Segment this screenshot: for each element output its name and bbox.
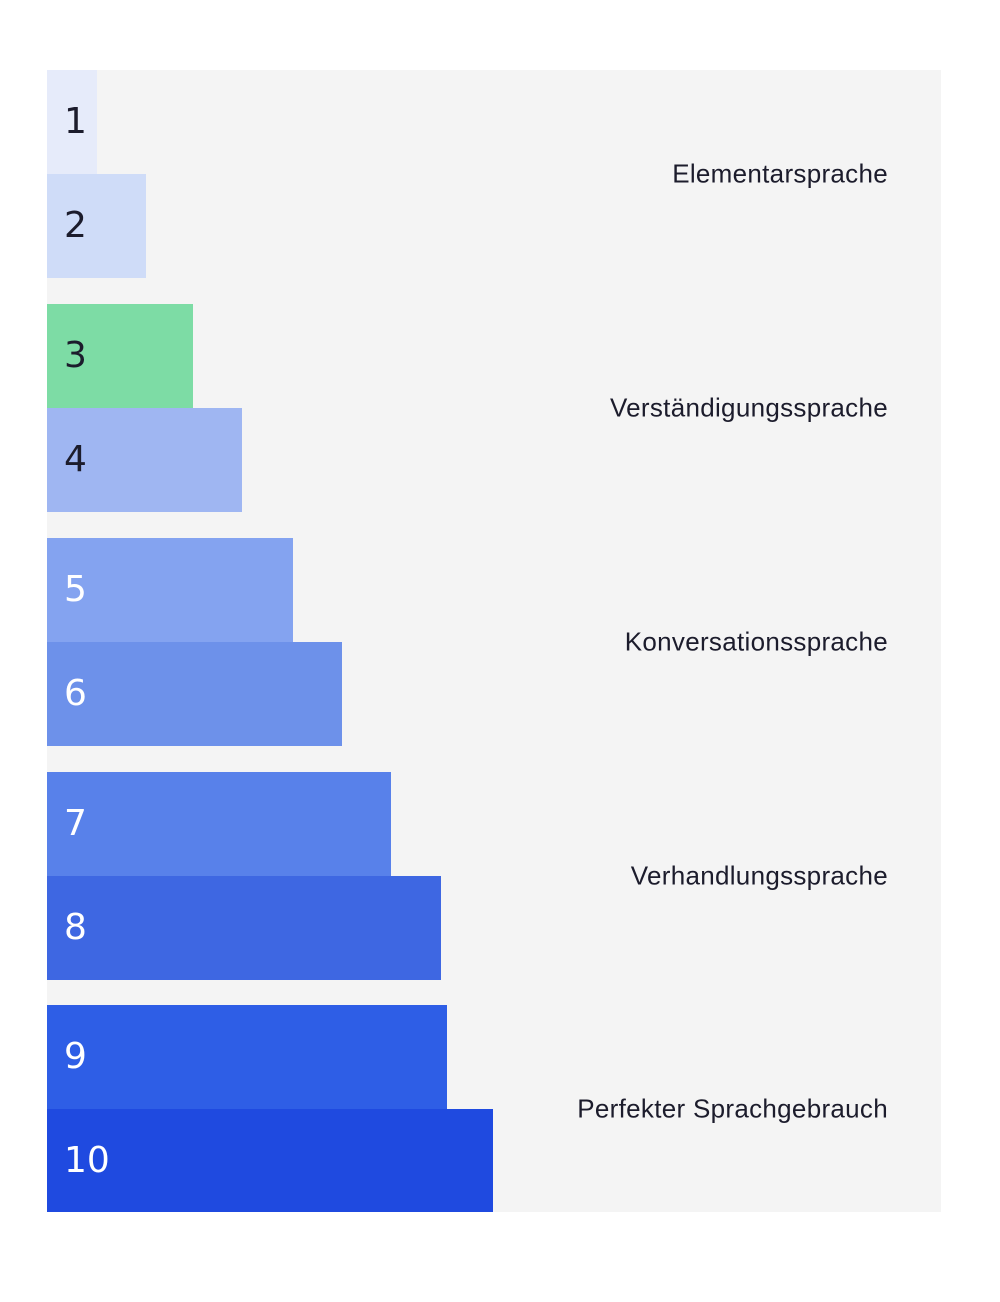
level-bar-5: 5 <box>47 538 293 642</box>
group-label: Verständigungssprache <box>609 392 888 423</box>
level-number: 4 <box>64 439 87 480</box>
level-number: 2 <box>64 205 87 246</box>
level-number: 3 <box>64 335 87 376</box>
level-bar-8: 8 <box>47 876 441 980</box>
group-label: Verhandlungssprache <box>630 860 888 891</box>
group-label: Elementarsprache <box>672 158 888 189</box>
level-bar-6: 6 <box>47 642 342 746</box>
level-bar-1: 1 <box>47 70 97 174</box>
level-bar-4: 4 <box>47 408 242 512</box>
level-number: 5 <box>64 569 87 610</box>
level-bar-10: 10 <box>47 1109 493 1212</box>
level-number: 7 <box>64 803 87 844</box>
level-number: 9 <box>64 1036 87 1077</box>
group-label: Perfekter Sprachgebrauch <box>577 1093 888 1124</box>
level-number: 6 <box>64 673 87 714</box>
level-bar-2: 2 <box>47 174 146 278</box>
level-number: 8 <box>64 907 87 948</box>
level-bar-7: 7 <box>47 772 391 876</box>
group-label: Konversationssprache <box>624 626 888 657</box>
level-number: 10 <box>64 1139 110 1181</box>
level-bar-9: 9 <box>47 1005 447 1109</box>
level-number: 1 <box>64 101 87 142</box>
level-bar-3: 3 <box>47 304 193 408</box>
